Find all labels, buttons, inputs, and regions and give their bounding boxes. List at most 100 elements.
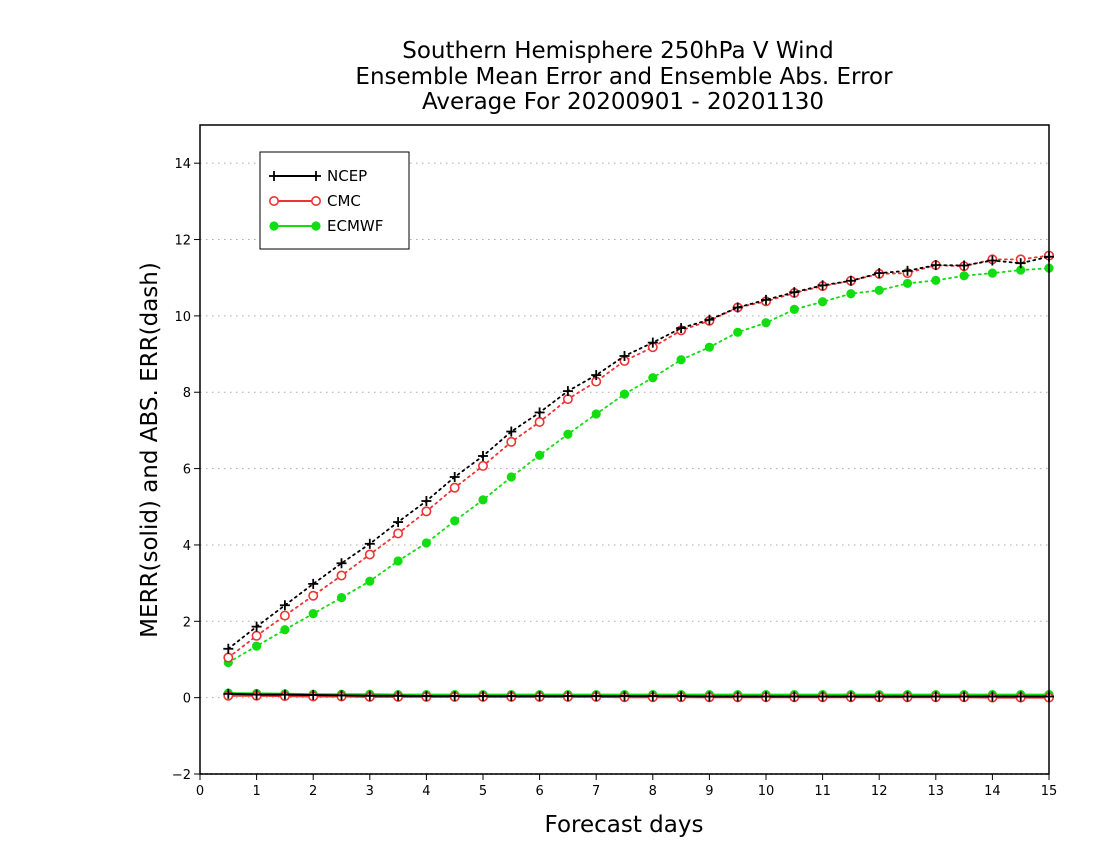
series-ncep-mean-err-point [421,691,432,702]
series-ncep-abs-err-point [308,578,319,589]
y-tick-label-5: 8 [183,386,191,401]
series-cmc-abs-err-point [336,570,347,581]
series-ncep-mean-err-point [817,691,828,702]
legend-item-ncep: NCEP [269,167,367,185]
grid-lines [200,162,1049,775]
x-tick-label-6: 6 [535,784,543,799]
series-ecmwf-abs-err-point [365,576,375,586]
series-ncep-mean-err-point [279,689,290,700]
series-ecmwf-abs-err-point [846,289,856,299]
series-ncep-mean-err-point [336,690,347,701]
chart-title-line-1: Southern Hemisphere 250hPa V Wind [402,38,833,64]
y-axis: −2 0 2 4 6 8 10 12 14 [172,157,200,783]
series-ncep-mean-err-point [761,691,771,702]
series-ncep-mean-err-point [676,691,687,702]
series-ncep-abs-err-point [845,275,856,286]
series-cmc-abs-err-point [251,630,262,641]
series-cmc [223,250,1055,703]
series-ncep-abs-err-point [506,426,517,437]
series-ecmwf-abs-err-point [252,641,262,651]
series-ncep-mean-err-point [364,690,375,701]
series-ncep-mean-err-point [1015,691,1026,702]
series-cmc-abs-err-point [449,482,460,493]
series-ncep-abs-err-point [732,302,743,313]
series-ncep-abs-err-point [336,558,347,569]
x-axis-label: Forecast days [545,812,704,838]
series-ecmwf-abs-err-point [959,271,969,281]
series-ncep-mean-err-point [789,691,800,702]
legend-marker-ncep-end [311,171,321,181]
series-ncep-abs-err-point [279,600,290,611]
x-tick-label-9: 9 [705,784,713,799]
legend-marker-ncep-start [269,171,279,181]
series-ecmwf-abs-err-point [676,355,686,365]
legend-label-cmc: CMC [327,192,361,210]
y-tick-label-3: 4 [183,539,191,554]
x-tick-label-0: 0 [196,784,204,799]
series-ecmwf-abs-err-point [931,275,941,285]
series-cmc-abs-err-point [506,436,517,447]
series-ecmwf-abs-err-point [733,327,743,337]
series-ncep-mean-err-point [874,691,885,702]
series-ncep-abs-err-point [930,260,941,271]
series-cmc-abs-err-point [364,549,375,560]
series-ncep-abs-err-point [478,450,488,461]
series-ncep-abs-err-point [364,538,375,549]
series-ncep-mean-err-point [223,688,234,699]
series-cmc-abs-err-point [534,417,545,428]
x-tick-label-2: 2 [309,784,317,799]
legend-item-cmc: CMC [268,192,361,210]
series-ncep-abs-err-point [704,314,715,325]
series-ncep-abs-err-point [902,265,913,276]
chart-title: Southern Hemisphere 250hPa V Wind Ensemb… [355,38,893,115]
series-ncep-mean-err-point [647,691,658,702]
series-ecmwf-abs-err-point [506,472,516,482]
series-ncep-abs-err-point [676,323,687,334]
series-ncep [223,251,1054,702]
x-tick-label-12: 12 [871,784,888,799]
y-tick-label-7: 12 [174,234,191,249]
y-tick-label-8: 14 [174,157,191,172]
series-ecmwf-abs-err-point [704,342,715,352]
series-ecmwf-abs-err-point [789,304,799,314]
series-ncep-mean-err-point [393,690,404,701]
series-ncep-abs-err-point [1015,258,1026,269]
x-tick-label-11: 11 [814,784,831,799]
series-ncep-abs-err-point [647,337,658,348]
y-tick-label-4: 6 [183,463,191,478]
x-tick-label-5: 5 [479,784,487,799]
series-ecmwf-abs-err-point [450,516,460,526]
series-ecmwf-abs-err-point [1016,265,1026,275]
x-axis: 0 1 2 3 4 5 6 7 8 9 10 11 12 13 14 15 [196,774,1057,799]
series-ecmwf-abs-err-point [336,593,347,603]
legend-marker-cmc-end [310,196,321,207]
series-ncep-abs-err-point [959,260,970,271]
series-ncep-mean-err-point [534,691,545,702]
series-ecmwf-abs-err-point [563,429,573,439]
series-ncep-mean-err-point [619,691,630,702]
series-ecmwf-abs-err-point [902,278,913,289]
series-ecmwf-abs-err-point [393,556,403,566]
series-ncep-abs-err-point [619,350,630,361]
series-ncep-mean-err-point [449,691,460,702]
series-cmc-abs-err-point [562,394,573,405]
series-layer [223,250,1055,703]
series-ncep-mean-err-point [251,689,262,700]
series-cmc-abs-err-point [477,460,488,471]
series-ncep-mean-err-point [845,691,856,702]
series-ncep-mean-err-point [987,691,998,702]
series-ncep-mean-err-point [959,691,970,702]
x-tick-label-14: 14 [984,784,1001,799]
x-tick-label-15: 15 [1041,784,1058,799]
series-ncep-abs-err-point [761,294,771,305]
legend-marker-cmc-start [268,196,279,207]
x-tick-label-1: 1 [252,784,260,799]
series-ecmwf-abs-err-point [761,318,771,328]
series-ecmwf-abs-err-line [227,267,1050,664]
series-ecmwf-abs-err-point [308,609,318,619]
legend: NCEP CMC ECMWF [259,151,410,250]
series-ecmwf-abs-err-point [648,373,658,383]
series-ncep-mean-err-point [704,691,715,702]
legend-label-ncep: NCEP [327,167,367,185]
